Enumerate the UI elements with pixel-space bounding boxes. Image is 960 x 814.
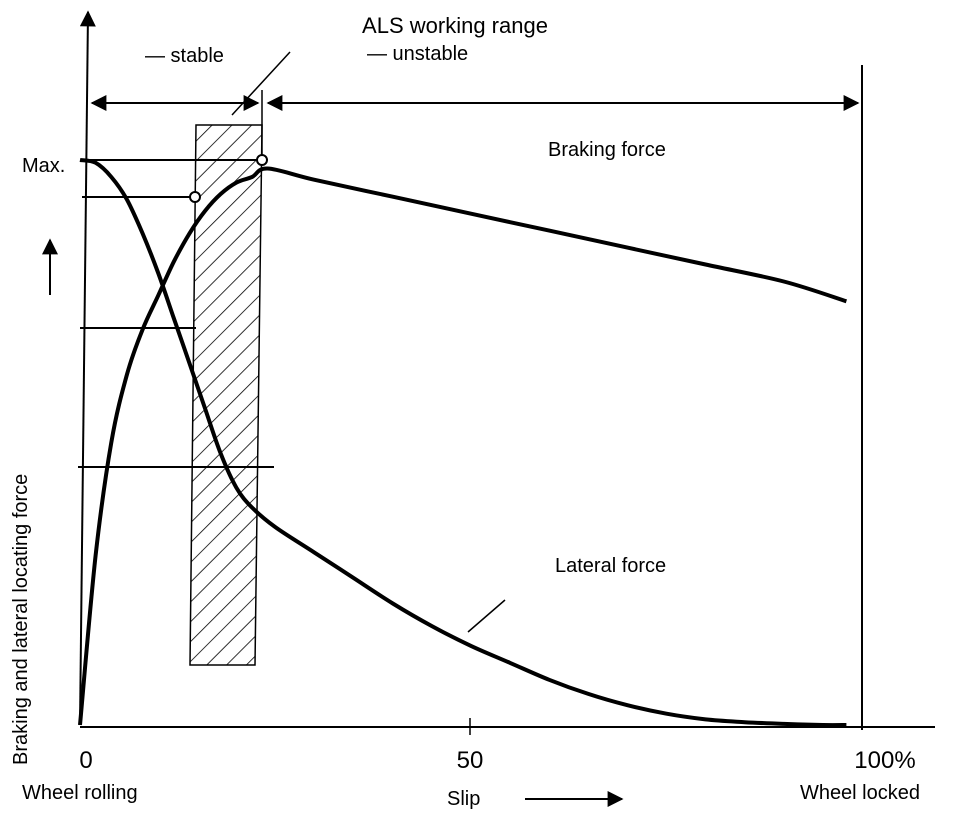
- lateral-force-curve: [79, 158, 847, 728]
- braking-force-curve: [78, 166, 847, 726]
- band-leader-line: [231, 51, 291, 116]
- y-axis: [79, 10, 96, 726]
- legend-unstable: — unstable: [367, 43, 468, 65]
- band-entry-marker: [189, 191, 201, 203]
- x-tick-100: 100%: [854, 747, 915, 774]
- legend-stable: — stable: [145, 45, 224, 67]
- max-point-marker: [256, 154, 268, 166]
- lateral-force-label: Lateral force: [555, 555, 666, 577]
- wheel-locked-caption: Wheel locked: [800, 782, 920, 804]
- wheel-rolling-caption: Wheel rolling: [22, 782, 138, 804]
- y-axis-label: Braking and lateral locating force: [10, 474, 32, 765]
- x-axis-label: Slip: [447, 788, 480, 810]
- max-label: Max.: [22, 155, 65, 177]
- title: ALS working range: [362, 13, 548, 38]
- braking-force-label: Braking force: [548, 139, 666, 161]
- lateral-leader-line: [467, 599, 506, 633]
- hatched-band: [189, 124, 263, 666]
- x-tick-50-label: 50: [457, 747, 484, 774]
- x-tick-0: 0: [79, 747, 92, 774]
